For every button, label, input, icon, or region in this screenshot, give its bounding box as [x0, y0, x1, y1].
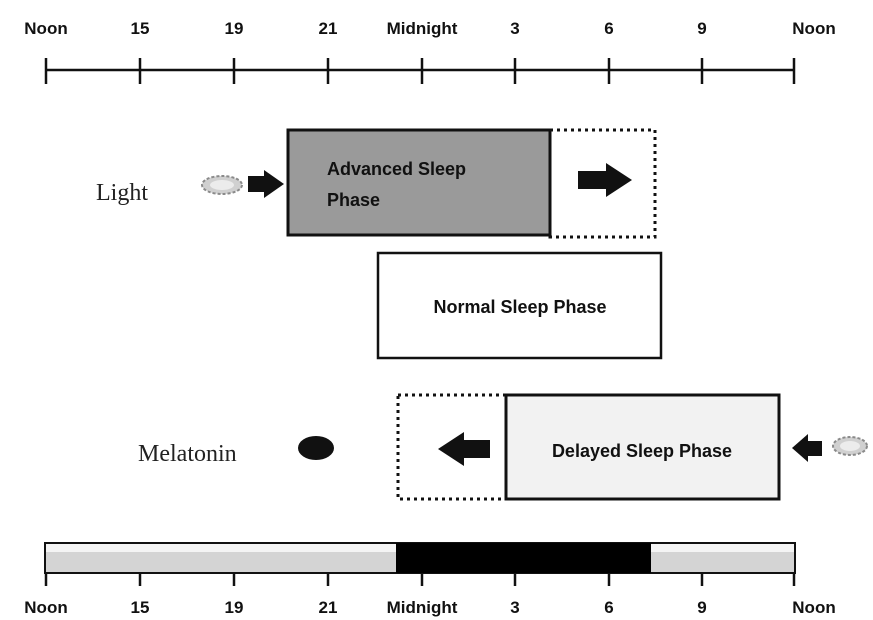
advanced-sleep-row: Light Advanced Sleep Phase — [96, 128, 657, 239]
delayed-sleep-phase-box — [504, 393, 781, 501]
light-dark-band — [44, 542, 796, 574]
top-tick-label: 19 — [225, 19, 244, 38]
light-icon — [832, 436, 868, 456]
bottom-tick-label: 21 — [319, 598, 338, 617]
top-tick-label: 6 — [604, 19, 613, 38]
light-icon — [201, 175, 243, 195]
dark-period-band — [396, 543, 651, 573]
delayed-shift-dotted-box — [396, 393, 508, 501]
advanced-sleep-phase-label-line2: Phase — [327, 190, 380, 210]
bottom-tick-label: Noon — [792, 598, 835, 617]
top-tick-label: Noon — [24, 19, 67, 38]
bottom-tick-label: 6 — [604, 598, 613, 617]
arrow-left-icon — [438, 432, 490, 466]
top-tick-label: Midnight — [387, 19, 458, 38]
top-tick-label: Noon — [792, 19, 835, 38]
arrow-left-icon — [792, 434, 822, 462]
normal-sleep-phase-box — [376, 251, 663, 360]
top-tick-label: 9 — [697, 19, 706, 38]
bottom-tick-label: 15 — [131, 598, 150, 617]
top-tick-label: 3 — [510, 19, 519, 38]
delayed-sleep-row: Melatonin Delayed Sleep Phase — [138, 393, 868, 501]
bottom-time-axis: Noon 15 19 21 Midnight 3 6 9 Noon — [24, 573, 836, 617]
top-time-axis: Noon 15 19 21 Midnight 3 6 9 Noon — [24, 19, 836, 84]
bottom-tick-label: Midnight — [387, 598, 458, 617]
bottom-tick-label: 19 — [225, 598, 244, 617]
bottom-tick-label: 9 — [697, 598, 706, 617]
delayed-sleep-phase-label: Delayed Sleep Phase — [552, 441, 732, 461]
normal-sleep-row: Normal Sleep Phase — [376, 251, 663, 360]
melatonin-pill-icon — [298, 436, 334, 460]
arrow-right-icon — [578, 163, 632, 197]
normal-sleep-phase-label: Normal Sleep Phase — [433, 297, 606, 317]
top-tick-label: 15 — [131, 19, 150, 38]
advanced-sleep-phase-box — [286, 128, 552, 237]
light-label: Light — [96, 180, 148, 206]
bottom-tick-label: 3 — [510, 598, 519, 617]
arrow-right-icon — [248, 170, 284, 198]
advanced-sleep-phase-label: Advanced Sleep — [327, 159, 466, 179]
top-tick-label: 21 — [319, 19, 338, 38]
bottom-tick-label: Noon — [24, 598, 67, 617]
melatonin-label: Melatonin — [138, 441, 237, 467]
